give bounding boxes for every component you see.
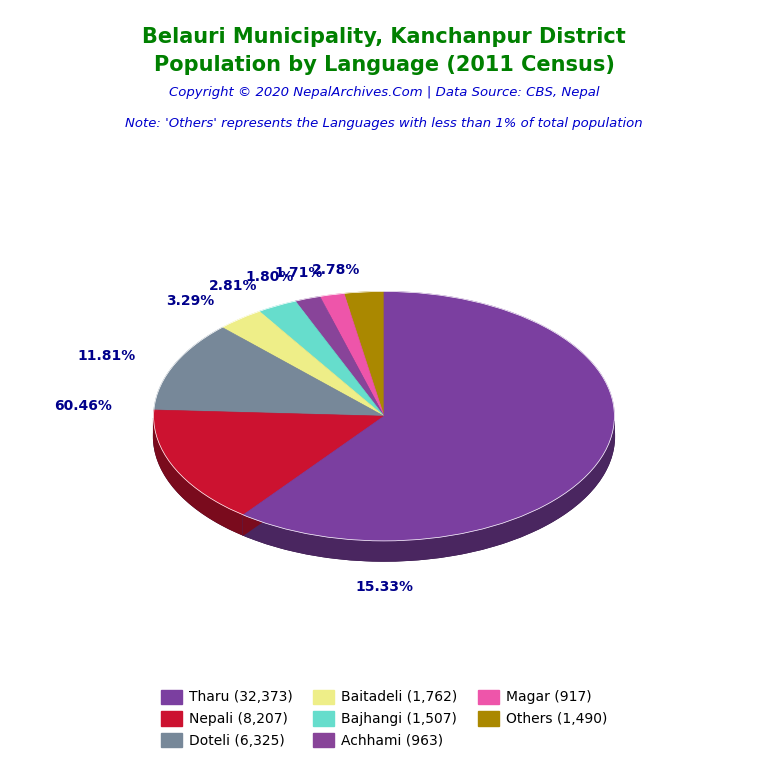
Text: 1.71%: 1.71% [274, 266, 323, 280]
Polygon shape [243, 292, 614, 541]
Polygon shape [222, 311, 384, 416]
Polygon shape [154, 327, 384, 416]
Polygon shape [344, 292, 384, 416]
Polygon shape [154, 418, 243, 535]
Polygon shape [319, 293, 384, 416]
Text: 15.33%: 15.33% [355, 580, 413, 594]
Polygon shape [154, 410, 384, 515]
Polygon shape [243, 416, 384, 535]
Polygon shape [260, 301, 384, 416]
Polygon shape [243, 421, 614, 561]
Text: Note: 'Others' represents the Languages with less than 1% of total population: Note: 'Others' represents the Languages … [125, 117, 643, 130]
Text: 11.81%: 11.81% [78, 349, 136, 363]
Text: Population by Language (2011 Census): Population by Language (2011 Census) [154, 55, 614, 75]
Text: 2.81%: 2.81% [209, 279, 257, 293]
Polygon shape [295, 296, 384, 416]
Text: Copyright © 2020 NepalArchives.Com | Data Source: CBS, Nepal: Copyright © 2020 NepalArchives.Com | Dat… [169, 86, 599, 99]
Polygon shape [243, 416, 384, 535]
Text: 1.80%: 1.80% [245, 270, 293, 284]
Text: 2.78%: 2.78% [312, 263, 360, 276]
Text: 60.46%: 60.46% [55, 399, 112, 413]
Legend: Tharu (32,373), Nepali (8,207), Doteli (6,325), Baitadeli (1,762), Bajhangi (1,5: Tharu (32,373), Nepali (8,207), Doteli (… [155, 684, 613, 753]
Ellipse shape [154, 312, 614, 561]
Text: Belauri Municipality, Kanchanpur District: Belauri Municipality, Kanchanpur Distric… [142, 27, 626, 47]
Text: 3.29%: 3.29% [166, 294, 214, 309]
